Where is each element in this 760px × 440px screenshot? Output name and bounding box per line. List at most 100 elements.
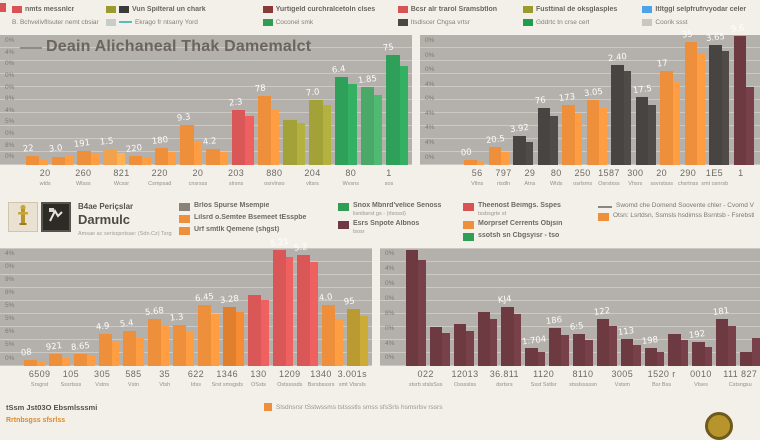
bar-segment [297,255,311,366]
y-axis: 4% 0% 9% 8% 5% 5% 6% 5% 0% [5,250,15,362]
legend-label: Bcsr alr trarol Sramsbtlon [410,5,498,13]
legend-swatch [179,203,190,211]
bar-segment [668,334,681,366]
bar-segment [752,337,760,366]
bar-segment [51,157,66,165]
legend-entry: Lilsrd o.Semtee Bsemeet tEsspbe [179,214,331,223]
bar: 7.0 [306,35,331,165]
bar-segment [136,337,145,366]
bar-segment [310,262,319,366]
x-tick-sublabel: chsrtnss [677,181,699,187]
legend-entry: Yurtigeld curchralcetoln clses [262,4,392,14]
bar-segment [709,45,722,165]
bar-value-label: 2.40 [607,51,628,65]
legend-swatch [463,203,474,211]
bar-segment [219,152,228,165]
legend-sublabel: tssbsgrte st [478,211,507,218]
x-tick-label: 1587 [598,168,620,178]
y-tick-label: 4% [385,339,395,347]
bar-segment [98,334,112,366]
x-tick-sublabel: Vtlns [471,181,484,187]
bar: 76 [534,35,559,165]
x-tick: 29 Atns [517,168,543,198]
bar: 6:5 [569,248,593,366]
x-tick-label: 1 [386,168,392,178]
y-tick-label: 0% [5,263,15,271]
brand-logo-emblem [8,202,38,232]
bar-value-label: 35 [680,28,693,41]
x-tick-sublabel: Srst smsgsbs [211,382,243,388]
corner-accent-mark [0,3,6,12]
legend-label: Gddrtc tn crse cert [535,18,590,26]
bar: 08 [20,248,45,366]
bar-segment [206,149,220,165]
bar: 20.5 [485,35,510,165]
legend-entry: Fusttinal de oksglasples [522,4,636,14]
x-tick: 80 Wvsns [332,168,370,198]
bar-segment [406,250,419,366]
bar-segment [65,155,74,165]
chart-top-left: Deain Alichaneal Thak Damemalct 0% 4% 0% 0%… [0,35,412,198]
x-tick-sublabel: smt Vtsrsls [338,382,366,388]
y-tick-label: 0% [5,60,15,68]
bar-segment [586,100,600,165]
legend-entry: Vun Spilteral un chark [106,4,257,14]
y-tick-label: 5% [5,118,15,126]
bars: 22 3.0 191 1.5 220 180 9.3 4.2 2.3 78 7.0 6.4 1.85 75 [22,35,408,165]
y-tick-label: 0% [5,37,15,44]
bar-segment [161,325,170,366]
y-tick-label: 0% [425,153,435,161]
bar-segment [386,54,400,165]
bar-segment [746,87,754,165]
x-tick-label: 260 [75,168,92,178]
bar-value-label: 113 [617,325,635,338]
middle-band: B4ae Periçslar Darmulc Amsae ac serisqsn… [0,198,760,248]
bar: 186 [546,248,569,366]
x-tick-label: 022 [417,369,434,379]
bar-segment [680,340,689,366]
x-tick: 305 Vstns [87,369,118,399]
x-tick-sublabel: vltsrs [306,181,319,187]
bar-segment [148,318,162,366]
x-tick-label: 305 [94,369,111,379]
legend-label: ssotsh sn Cbgsyisr - tso [478,232,560,240]
x-tick-label: 1340 [310,369,332,379]
x-tick-sublabel: Idss [190,382,201,388]
bar-segment [644,348,657,366]
chart-bottom-right: 0% 4% 0% 0% 8% 0% 4% 0% KJ4 1.704 186 6:5 122 113 198… [380,248,760,399]
bar: 2.40 [607,35,632,165]
bar-segment [180,124,194,165]
x-tick-label: 1120 [533,369,555,379]
bar-value-label: 08 [20,347,33,359]
x-tick-label: 80 [550,168,562,178]
x-tick-label: 111 827 [723,369,758,379]
bar-segment [271,109,280,165]
bar: 192 [689,248,713,366]
bar: 9.6 [730,24,755,165]
bar-value-label: 6.4 [331,63,346,76]
y-tick-label: 0% [425,95,435,103]
x-tick: 260 Wlsss [64,168,102,198]
bar-segment [697,53,705,165]
x-tick-label: 56 [471,168,483,178]
x-tick: 80 Wtds [543,168,569,198]
bar-segment [740,351,753,366]
legend-swatch [106,5,117,13]
legend-entry: Coorik ssst [642,17,750,27]
y-tick-label: 5% [5,302,15,310]
brand-tagline: Amsae ac serisqsntsae: (Sdn.Cz) Tsrgs [78,231,172,237]
bar: 198 [641,248,665,366]
legend-swatch [522,18,533,26]
bar: 1.3 [170,248,194,366]
bar-value-label: 3.05 [582,86,603,100]
x-tick: 300 Vhsrs [622,168,648,198]
bar-value-label: 6:5 [569,321,585,333]
legend-entry: Coconel smk [262,17,392,27]
x-tick-label: 821 [113,168,130,178]
bar: 8.65 [70,248,95,366]
bar-segment [477,311,490,366]
x-tick-sublabel: osrlsms [573,181,593,187]
footer: tSsm Jst03O Ebsmlsssmi Slsdnsrsr tSstwss… [0,399,760,440]
bar-segment [620,338,634,366]
x-axis: 6509 Srsgrst 105 Sssrtsss 305 Vstns 585 Vstn 35 V… [0,366,372,399]
